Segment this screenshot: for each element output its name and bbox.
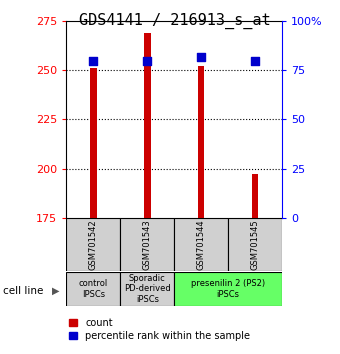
Text: GSM701542: GSM701542	[89, 219, 98, 270]
Bar	[90, 68, 97, 218]
FancyBboxPatch shape	[66, 218, 120, 271]
FancyBboxPatch shape	[174, 272, 282, 306]
Text: presenilin 2 (PS2)
iPSCs: presenilin 2 (PS2) iPSCs	[191, 279, 265, 298]
Point	[199, 54, 204, 59]
Bar	[198, 67, 204, 218]
FancyBboxPatch shape	[174, 218, 228, 271]
Text: control
IPSCs: control IPSCs	[79, 279, 108, 298]
Bar	[144, 33, 151, 218]
Point	[90, 58, 96, 63]
Point	[253, 58, 258, 63]
FancyBboxPatch shape	[120, 272, 174, 306]
Text: ▶: ▶	[52, 286, 59, 296]
Text: GDS4141 / 216913_s_at: GDS4141 / 216913_s_at	[79, 12, 271, 29]
Text: GSM701545: GSM701545	[251, 219, 260, 270]
FancyBboxPatch shape	[228, 218, 282, 271]
Legend: count, percentile rank within the sample: count, percentile rank within the sample	[69, 318, 250, 341]
Text: GSM701543: GSM701543	[143, 219, 152, 270]
Text: cell line: cell line	[3, 286, 44, 296]
FancyBboxPatch shape	[66, 272, 120, 306]
Text: Sporadic
PD-derived
iPSCs: Sporadic PD-derived iPSCs	[124, 274, 171, 304]
FancyBboxPatch shape	[120, 218, 174, 271]
Text: GSM701544: GSM701544	[197, 219, 206, 270]
Point	[144, 58, 150, 63]
Bar	[252, 175, 258, 218]
